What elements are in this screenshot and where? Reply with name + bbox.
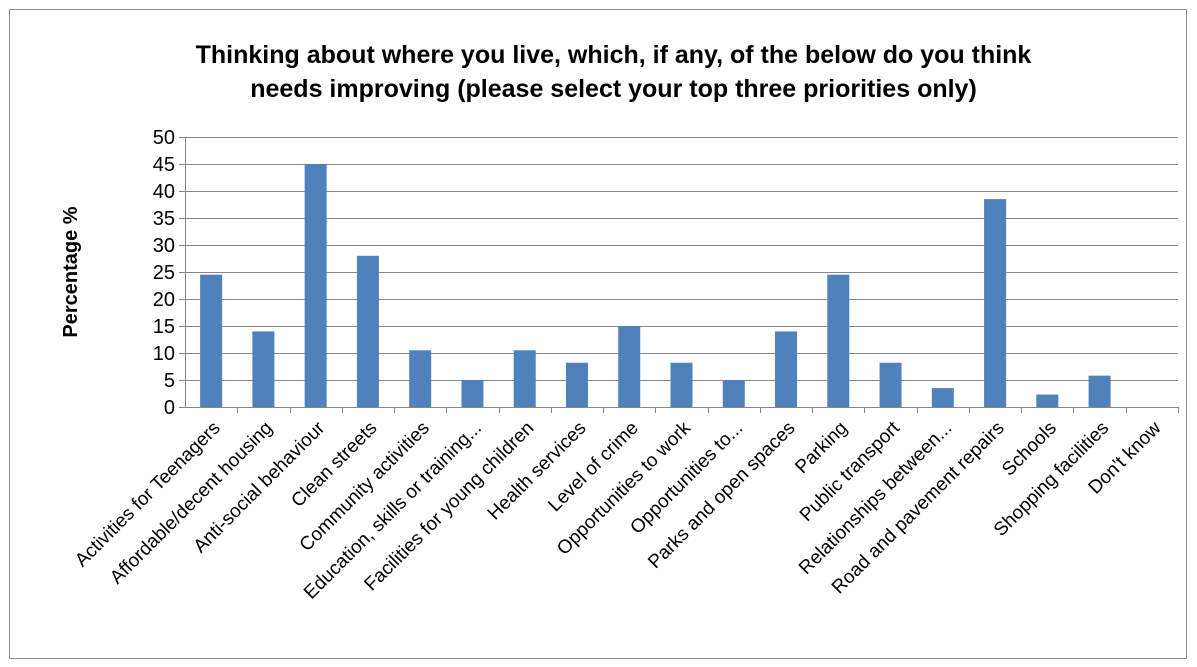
bar [1088, 375, 1111, 407]
bars [200, 164, 1111, 407]
chart-title-line-2: needs improving (please select your top … [250, 75, 977, 103]
bar [827, 274, 850, 407]
bar [722, 380, 745, 407]
y-tick-label: 10 [153, 343, 175, 365]
bar [984, 199, 1007, 407]
bar [565, 362, 588, 407]
chart-title: Thinking about where you live, which, if… [0, 38, 1197, 106]
y-tick-label: 45 [153, 154, 175, 176]
bar [200, 274, 223, 407]
axes [179, 137, 1179, 413]
gridlines [185, 137, 1178, 381]
bar [1036, 394, 1059, 407]
y-tick-label: 40 [153, 181, 175, 203]
bar [252, 331, 275, 407]
y-tick-label: 25 [153, 262, 175, 284]
y-axis-title: Percentage % [60, 206, 82, 337]
bar [931, 388, 954, 407]
bar [670, 362, 693, 407]
y-tick-label: 0 [164, 397, 175, 419]
bar [356, 255, 379, 407]
y-tick-label: 30 [153, 235, 175, 257]
y-tick-label: 5 [164, 370, 175, 392]
bar [879, 362, 902, 407]
y-tick-label: 20 [153, 289, 175, 311]
bar [409, 350, 432, 407]
bar [618, 326, 641, 407]
y-tick-label: 35 [153, 208, 175, 230]
bar [304, 164, 327, 407]
chart-title-line-1: Thinking about where you live, which, if… [195, 41, 1032, 69]
bar [513, 350, 536, 407]
bar [775, 331, 798, 407]
x-category-label: Level of crime [544, 418, 642, 516]
y-tick-label: 50 [153, 127, 175, 149]
bar [461, 380, 484, 407]
y-tick-label: 15 [153, 316, 175, 338]
